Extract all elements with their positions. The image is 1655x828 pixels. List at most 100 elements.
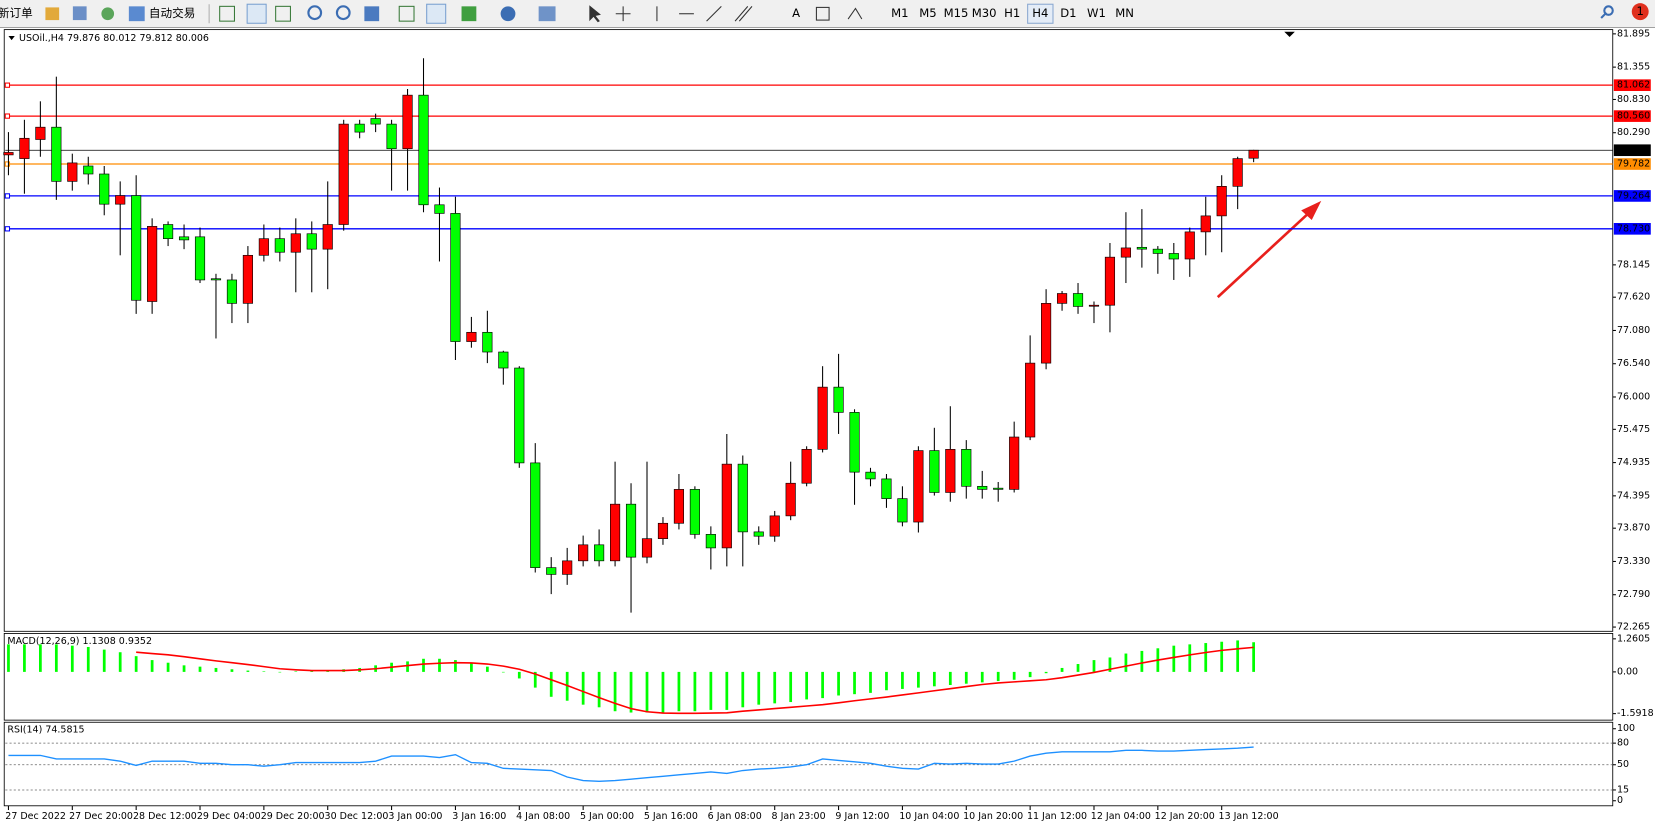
icon[interactable] xyxy=(307,5,323,21)
x-tick-label: 27 Dec 20:00 xyxy=(69,811,133,822)
candle-body xyxy=(1104,256,1116,306)
icon[interactable] xyxy=(426,3,447,24)
macd-bar xyxy=(837,671,840,696)
icon[interactable] xyxy=(128,6,145,22)
icon[interactable] xyxy=(538,6,556,22)
cursor-icon[interactable] xyxy=(589,5,601,23)
candle-body xyxy=(993,487,1004,490)
auto-trading-button[interactable]: 自动交易 xyxy=(149,6,195,20)
macd-bar xyxy=(805,671,809,700)
x-tick-label: 4 Jan 08:00 xyxy=(516,811,570,822)
timeframe-button[interactable]: MN xyxy=(1115,6,1134,20)
timeframe-button[interactable]: H1 xyxy=(1004,6,1020,20)
y-tick-label: 74.935 xyxy=(1617,457,1650,468)
macd-bar xyxy=(661,671,665,713)
candle-body xyxy=(3,152,14,156)
label-icon[interactable] xyxy=(815,6,830,21)
candle-body xyxy=(1072,293,1084,307)
macd-bar xyxy=(1060,667,1064,672)
candle-body xyxy=(19,137,30,159)
candle-body xyxy=(210,278,222,281)
search-icon[interactable] xyxy=(1600,5,1614,19)
macd-bar xyxy=(262,671,266,672)
x-tick-label: 3 Jan 16:00 xyxy=(452,811,506,822)
macd-bar xyxy=(1236,640,1240,672)
high: 80.012 xyxy=(103,33,136,44)
macd-bar xyxy=(39,644,42,672)
icon[interactable] xyxy=(101,7,115,21)
chart-shift-marker[interactable] xyxy=(1284,31,1295,38)
icon[interactable] xyxy=(398,5,415,22)
timeframe-button[interactable]: M15 xyxy=(944,6,969,20)
candle-body xyxy=(434,204,445,214)
level-label: 78.730 xyxy=(1617,223,1650,234)
macd-bar xyxy=(1172,645,1176,672)
candle-body xyxy=(689,489,700,535)
x-tick-label: 3 Jan 00:00 xyxy=(388,811,442,822)
candle-body xyxy=(83,165,94,175)
macd-bar xyxy=(629,671,633,713)
macd-bar xyxy=(964,671,968,684)
candle-body xyxy=(641,538,653,558)
macd-bar xyxy=(853,671,856,695)
candle-body xyxy=(194,236,206,281)
candle-body xyxy=(961,449,972,487)
candle-body xyxy=(178,236,190,241)
crosshair-icon[interactable] xyxy=(615,6,631,22)
macd-bar xyxy=(645,671,649,713)
macd-bar xyxy=(821,671,824,699)
icon[interactable] xyxy=(72,6,87,21)
icon[interactable] xyxy=(246,3,267,24)
candle-body xyxy=(1248,149,1259,159)
macd-bar xyxy=(948,671,952,686)
icon[interactable] xyxy=(45,7,60,21)
new-order-button[interactable]: 新订单 xyxy=(0,6,33,20)
text-tool[interactable]: A xyxy=(792,6,800,20)
macd-bar xyxy=(677,671,681,712)
icon[interactable] xyxy=(335,5,351,21)
candle-body xyxy=(67,162,78,182)
level-label: 79.264 xyxy=(1617,190,1650,201)
candle-body xyxy=(801,449,812,484)
icon[interactable] xyxy=(461,6,477,22)
symbol-menu-arrow[interactable] xyxy=(8,35,15,41)
x-tick-label: 11 Jan 12:00 xyxy=(1027,811,1087,822)
icon[interactable] xyxy=(364,6,380,22)
indicator-name: RSI(14) xyxy=(7,724,42,735)
y-tick-label: 78.145 xyxy=(1617,259,1650,270)
notification-count: 1 xyxy=(1637,4,1644,18)
shapes-icon[interactable] xyxy=(847,7,863,20)
icon[interactable] xyxy=(500,6,516,22)
trendline-icon[interactable] xyxy=(706,5,722,22)
candle-body xyxy=(51,126,62,182)
level-label: 79.782 xyxy=(1617,159,1650,170)
macd-bar xyxy=(1044,671,1048,674)
candle-body xyxy=(737,463,748,533)
rsi-value: 74.5815 xyxy=(45,724,84,735)
icon[interactable] xyxy=(275,5,291,22)
channel-icon[interactable] xyxy=(734,6,753,22)
icon[interactable] xyxy=(219,5,235,22)
macd-bar xyxy=(1124,653,1128,672)
candle-body xyxy=(1136,246,1147,250)
macd-bar xyxy=(1092,660,1096,672)
current-price-label: 80.006 xyxy=(1617,145,1650,156)
candle-body xyxy=(817,386,828,450)
macd-bar xyxy=(709,671,713,710)
macd-bar xyxy=(198,666,202,672)
level-label: 80.560 xyxy=(1617,111,1650,122)
level-label-bg xyxy=(1613,110,1651,122)
notification-badge[interactable] xyxy=(1631,3,1649,21)
macd-bar xyxy=(485,666,489,672)
timeframe-button[interactable]: H4 xyxy=(1032,6,1048,20)
timeframe-button[interactable]: M1 xyxy=(891,6,908,20)
timeframe-button[interactable]: M5 xyxy=(919,6,936,20)
candle-body xyxy=(99,173,110,205)
macd-bar xyxy=(533,671,537,688)
timeframe-button[interactable]: W1 xyxy=(1087,6,1106,20)
candle-body xyxy=(290,233,301,253)
open: 79.876 xyxy=(67,33,100,44)
timeframe-button[interactable]: D1 xyxy=(1060,6,1076,20)
timeframe-button[interactable]: M30 xyxy=(972,6,997,20)
